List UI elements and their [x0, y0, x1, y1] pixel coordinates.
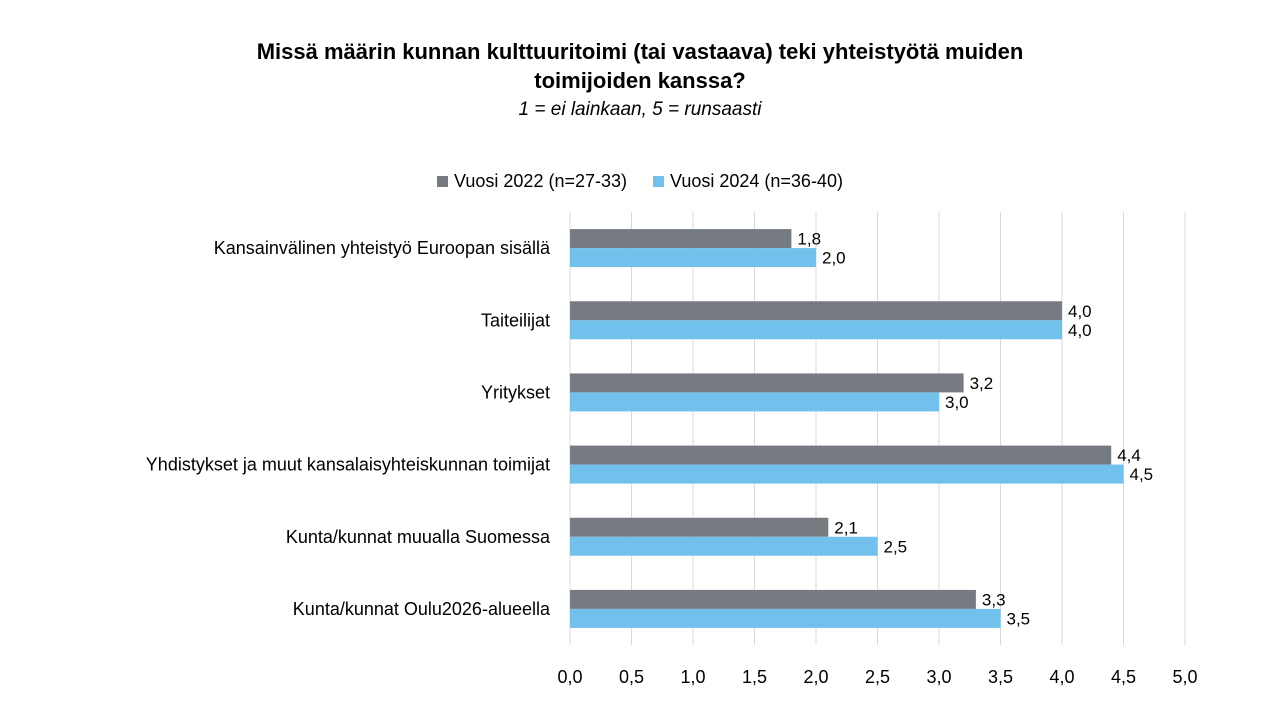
- x-tick-label: 4,5: [1111, 667, 1136, 687]
- x-tick-label: 3,5: [988, 667, 1013, 687]
- bar-2022: [570, 517, 829, 537]
- legend-swatch-2024: [653, 175, 664, 187]
- legend-label-2024: Vuosi 2024 (n=36-40): [670, 171, 843, 191]
- bar-2024: [570, 464, 1124, 484]
- bar-2022: [570, 301, 1062, 321]
- data-label: 4,5: [1130, 465, 1154, 484]
- bar-2024: [570, 248, 816, 268]
- data-label: 3,5: [1007, 609, 1031, 628]
- x-tick-label: 0,5: [619, 667, 644, 687]
- category-label: Kunta/kunnat Oulu2026-alueella: [293, 599, 551, 619]
- category-label: Kunta/kunnat muualla Suomessa: [286, 527, 551, 547]
- data-label: 2,5: [884, 537, 908, 556]
- category-label: Kansainvälinen yhteistyö Euroopan sisäll…: [214, 238, 551, 258]
- legend-item-2024: Vuosi 2024 (n=36-40): [653, 169, 843, 193]
- data-label: 3,0: [945, 393, 969, 412]
- data-label: 4,0: [1068, 302, 1092, 321]
- legend-label-2022: Vuosi 2022 (n=27-33): [454, 171, 627, 191]
- legend-item-2022: Vuosi 2022 (n=27-33): [437, 169, 627, 193]
- legend-swatch-2022: [437, 175, 449, 187]
- bar-2024: [570, 608, 1001, 628]
- x-tick-label: 0,0: [557, 667, 582, 687]
- x-tick-label: 1,5: [742, 667, 767, 687]
- bar-2024: [570, 536, 878, 556]
- chart-legend: Vuosi 2022 (n=27-33) Vuosi 2024 (n=36-40…: [0, 169, 1280, 193]
- chart-subtitle: 1 = ei lainkaan, 5 = runsaasti: [518, 99, 762, 120]
- data-label: 2,0: [822, 249, 846, 268]
- bar-2022: [570, 373, 964, 393]
- data-label: 3,3: [982, 590, 1006, 609]
- x-tick-label: 3,0: [926, 667, 951, 687]
- category-label: Yritykset: [481, 382, 550, 402]
- bar-2022: [570, 445, 1112, 465]
- bar-2024: [570, 392, 939, 412]
- bar-2022: [570, 589, 976, 609]
- x-tick-label: 2,5: [865, 667, 890, 687]
- data-label: 4,0: [1068, 321, 1092, 340]
- data-label: 2,1: [834, 518, 858, 537]
- data-label: 4,4: [1117, 446, 1141, 465]
- x-tick-label: 4,0: [1049, 667, 1074, 687]
- data-label: 1,8: [797, 230, 821, 249]
- chart-title-line-1: Missä määrin kunnan kulttuuritoimi (tai …: [256, 39, 1024, 64]
- data-label: 3,2: [970, 374, 994, 393]
- bar-2024: [570, 320, 1062, 340]
- bar-2022: [570, 229, 792, 249]
- x-tick-label: 1,0: [680, 667, 705, 687]
- chart-title-line-2: toimijoiden kanssa?: [534, 68, 746, 93]
- category-label: Taiteilijat: [481, 310, 550, 330]
- x-tick-label: 5,0: [1172, 667, 1197, 687]
- category-label: Yhdistykset ja muut kansalaisyhteiskunna…: [146, 455, 550, 475]
- x-tick-label: 2,0: [803, 667, 828, 687]
